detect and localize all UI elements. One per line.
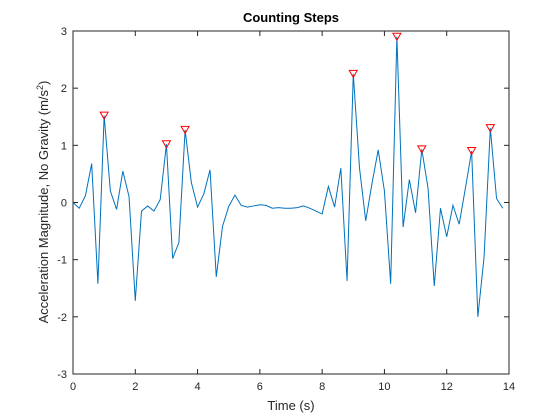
peak-marker xyxy=(161,140,172,149)
y-tick-label: 3 xyxy=(61,26,67,38)
y-tick-label: 2 xyxy=(61,83,67,95)
y-tick-label: -2 xyxy=(57,312,67,324)
peak-marker xyxy=(485,124,496,133)
peak-marker xyxy=(180,125,190,135)
peak-marker xyxy=(466,147,477,156)
x-tick-label: 4 xyxy=(195,381,201,393)
peak-marker xyxy=(416,145,427,154)
x-tick-label: 8 xyxy=(319,381,325,393)
y-axis-label: Acceleration Magnitude, No Gravity (m/s2… xyxy=(35,81,51,324)
plot-area xyxy=(72,30,510,375)
x-tick-label: 0 xyxy=(70,381,76,393)
x-tick-label: 2 xyxy=(132,381,138,393)
peak-marker xyxy=(99,111,110,121)
y-tick-label: 0 xyxy=(61,198,67,210)
x-tick-label: 14 xyxy=(503,381,515,393)
y-label-text: Acceleration Magnitude, No Gravity (m/s xyxy=(36,90,51,324)
y-tick-label: -3 xyxy=(57,369,67,381)
x-axis-label: Time (s) xyxy=(267,398,314,413)
peak-marker xyxy=(392,32,402,42)
x-tick-label: 6 xyxy=(257,381,263,393)
peak-marker xyxy=(348,69,359,79)
y-tick-label: 1 xyxy=(61,140,67,152)
x-tick-label: 10 xyxy=(378,381,390,393)
y-tick-label: -1 xyxy=(57,255,67,267)
y-label-end: ) xyxy=(36,81,51,85)
data-line xyxy=(72,36,504,317)
chart-title: Counting Steps xyxy=(243,10,339,25)
y-label-sup: 2 xyxy=(35,85,45,90)
x-tick-label: 12 xyxy=(441,381,453,393)
